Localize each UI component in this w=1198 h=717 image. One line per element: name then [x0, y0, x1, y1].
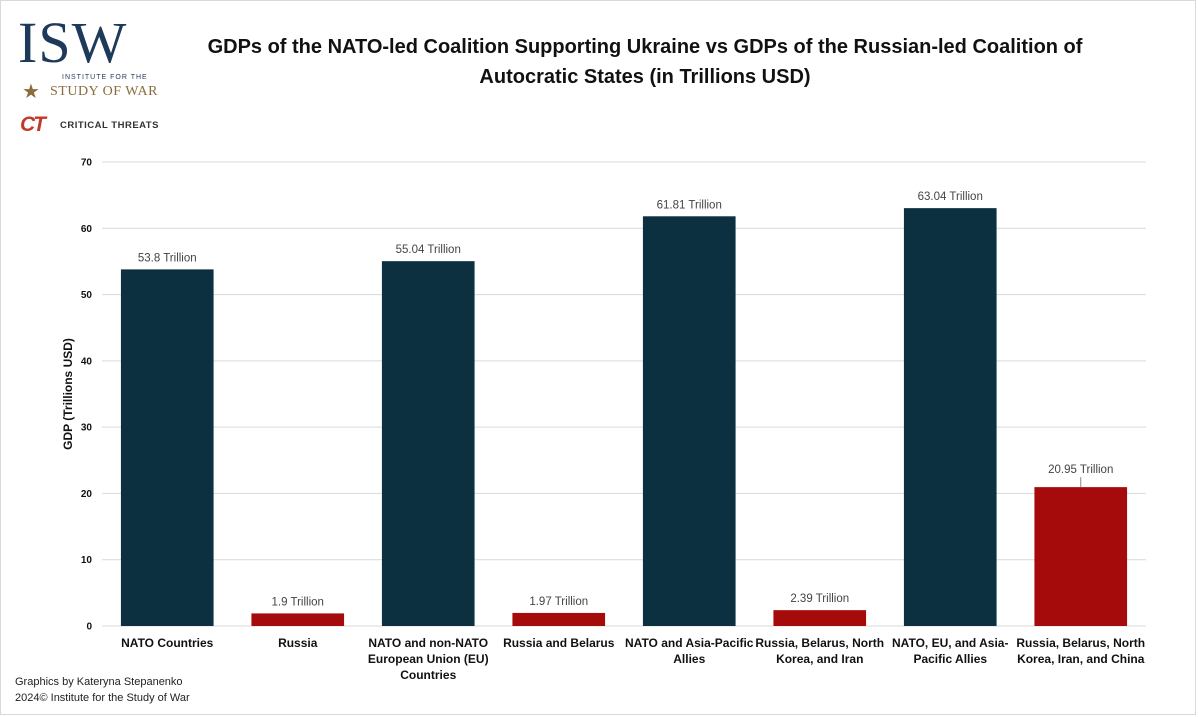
- credit-block: Graphics by Kateryna Stepanenko 2024© In…: [15, 674, 190, 706]
- x-tick-label: NATO and non-NATO European Union (EU) Coun…: [368, 636, 489, 682]
- ct-logo-text: CRITICAL THREATS: [60, 120, 159, 131]
- credit-copyright: 2024© Institute for the Study of War: [15, 692, 190, 704]
- y-tick-label: 20: [81, 489, 93, 500]
- data-label: 53.8 Trillion: [138, 252, 197, 264]
- credit-author: Graphics by Kateryna Stepanenko: [15, 676, 183, 688]
- data-label: 61.81 Trillion: [657, 199, 722, 211]
- data-label: 2.39 Trillion: [790, 593, 849, 605]
- bar: [120, 269, 214, 626]
- x-tick-label: NATO Countries: [121, 636, 214, 650]
- star-icon: ★: [22, 81, 40, 103]
- x-tick-label-line: Russia, Belarus, North: [1016, 636, 1145, 650]
- bar: [642, 216, 736, 626]
- x-tick-label-line: Allies: [673, 652, 705, 666]
- x-tick-label: Russia and Belarus: [503, 636, 615, 650]
- x-tick-label-line: Korea, Iran, and China: [1017, 652, 1145, 666]
- y-tick-label: 60: [81, 224, 93, 235]
- x-tick-label: Russia, Belarus, North Korea, Iran, and C…: [1016, 636, 1145, 666]
- y-tick-label: 30: [81, 423, 93, 434]
- y-tick-label: 50: [81, 290, 93, 301]
- y-tick-label: 10: [81, 555, 93, 566]
- x-tick-label-line: NATO Countries: [121, 636, 214, 650]
- isw-logo-line2: STUDY OF WAR: [50, 84, 158, 99]
- x-tick-label-line: Korea, and Iran: [776, 652, 863, 666]
- bar: [381, 261, 475, 626]
- x-tick-label: NATO and Asia-Pacific Allies: [625, 636, 754, 666]
- data-label: 55.04 Trillion: [396, 244, 461, 256]
- critical-threats-logo: CT CRITICAL THREATS: [20, 114, 190, 136]
- ct-logo-mark: CT: [20, 113, 46, 136]
- x-tick-label: NATO, EU, and Asia- Pacific Allies: [892, 636, 1008, 666]
- x-tick-label-line: Russia: [278, 636, 318, 650]
- data-label: 1.97 Trillion: [529, 596, 588, 608]
- y-tick-label: 40: [81, 356, 93, 367]
- x-tick-label-line: NATO and non-NATO: [368, 636, 488, 650]
- x-tick-label-line: Russia, Belarus, North: [755, 636, 884, 650]
- data-label: 20.95 Trillion: [1048, 464, 1113, 476]
- y-tick-label: 0: [86, 622, 92, 633]
- y-axis-label: GDP (Trillions USD): [61, 338, 75, 450]
- x-tick-label-line: Pacific Allies: [913, 652, 987, 666]
- bar: [512, 612, 606, 626]
- bar: [251, 613, 345, 626]
- isw-logo-mark: ISW: [18, 10, 128, 75]
- x-tick-label-line: Russia and Belarus: [503, 636, 615, 650]
- isw-logo-line1: INSTITUTE FOR THE: [62, 74, 148, 81]
- chart-title: GDPs of the NATO-led Coalition Supportin…: [207, 36, 1083, 88]
- x-tick-label-line: European Union (EU): [368, 652, 489, 666]
- x-tick-label: Russia: [278, 636, 318, 650]
- x-tick-label-line: NATO and Asia-Pacific: [625, 636, 754, 650]
- bar: [903, 208, 997, 626]
- x-tick-label: Russia, Belarus, North Korea, and Iran: [755, 636, 884, 666]
- data-label: 63.04 Trillion: [918, 191, 983, 203]
- x-tick-label-line: Countries: [400, 668, 456, 682]
- y-tick-label: 70: [81, 158, 93, 169]
- data-label: 1.9 Trillion: [272, 596, 324, 608]
- bar: [1034, 487, 1128, 626]
- isw-logo: ISW INSTITUTE FOR THE ★ STUDY OF WAR: [18, 14, 168, 106]
- bar: [773, 610, 867, 626]
- x-tick-label-line: NATO, EU, and Asia-: [892, 636, 1008, 650]
